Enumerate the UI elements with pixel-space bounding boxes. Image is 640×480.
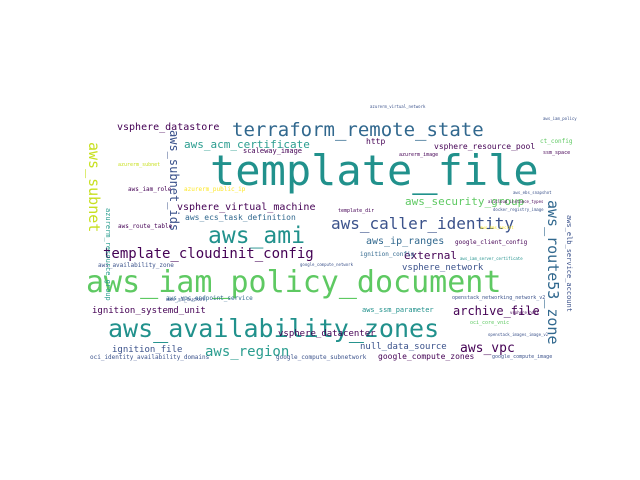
word-aws-availability-zones: aws_availability_zones — [108, 314, 440, 343]
word-aws-caller-identity: aws_caller_identity — [331, 214, 515, 233]
word-aws-kms-secret: aws_kms_secret — [480, 225, 514, 230]
word-google-compute-subnetwork: google_compute_subnetwork — [276, 354, 367, 361]
word-aws-elb-service-account: aws_elb_service_account — [565, 215, 573, 312]
word-azurerm-image: azurerm_image — [399, 152, 439, 158]
word-template-cloudinit-config: template_cloudinit_config — [103, 246, 314, 262]
word-azurerm-virtual-network: azurerm_virtual_network — [370, 104, 426, 109]
word-archive-file: archive_file — [453, 304, 540, 318]
word-aws-availability-zone: aws_availability_zone — [98, 262, 174, 269]
word-vsphere-network: vsphere_network — [402, 263, 484, 273]
word-aws-ssm-parameter: aws_ssm_parameter — [362, 306, 434, 314]
word-docker-registry-image: docker_registry_image — [493, 207, 544, 212]
word-aws-iam-policy-document: aws_iam_policy_document — [86, 265, 502, 300]
word-aws-iam-server-certificate: aws_iam_server_certificate — [460, 256, 523, 261]
word-google-client-config: google_client_config — [455, 239, 528, 246]
word-ignition-config: ignition_config — [360, 251, 415, 258]
word-ct-config: ct_config — [540, 138, 573, 145]
word-aws-vpc: aws_vpc — [460, 341, 515, 356]
word-http: http — [366, 137, 386, 146]
word-oci-identity-availability-domains: oci_identity_availability_domains — [90, 354, 210, 361]
word-openstack-images-image-v2: openstack_images_image_v2 — [488, 332, 549, 337]
word-aws-acm-certificate: aws_acm_certificate — [184, 138, 310, 151]
word-ssm-space: ssm_space — [543, 150, 571, 156]
word-oci-core-vnic: oci_core_vnic — [470, 320, 510, 326]
word-aws-s3-bucket: aws_s3_bucket — [166, 297, 206, 303]
word-aws-ami: aws_ami — [208, 223, 305, 249]
word-template-file: template_file — [210, 146, 539, 195]
word-alicloud-instance-types: alicloud_instance_types — [488, 199, 544, 204]
word-ignition-systemd-unit: ignition_systemd_unit — [92, 306, 206, 316]
word-null-data-source: null_data_source — [360, 342, 447, 352]
word-aws-security-group: aws_security_group — [405, 195, 525, 208]
word-vsphere-datacenter: vsphere_datacenter — [278, 329, 376, 339]
word-external: external — [404, 249, 457, 262]
word-openstack-networking-network-v2: openstack_networking_network_v2 — [452, 295, 546, 301]
word-scaleway-image: scaleway_image — [243, 147, 303, 155]
word-azurerm-resource-group: azurerm_resource_group — [104, 208, 112, 301]
word-aws-ip-ranges: aws_ip_ranges — [366, 236, 445, 247]
word-google-compute-zones: google_compute_zones — [378, 352, 475, 361]
word-vsphere-virtual-machine: vsphere_virtual_machine — [177, 202, 316, 213]
word-google-compute-image: google_compute_image — [492, 354, 553, 360]
word-azurerm-subnet: azurerm_subnet — [118, 162, 161, 168]
word-aws-subnet: aws_subnet — [85, 142, 103, 233]
word-terraform-remote-state: terraform_remote_state — [232, 119, 484, 141]
word-aws-region: aws_region — [205, 344, 290, 360]
word-aws-iam-policy: aws_iam_policy — [543, 116, 577, 121]
word-template-dir: template_dir — [338, 208, 375, 214]
word-aws-route53-zone: aws_route53_zone — [544, 200, 562, 345]
word-vsphere-host: vsphere_host — [510, 310, 539, 315]
word-aws-ecs-task-definition: aws_ecs_task_definition — [185, 213, 296, 222]
word-aws-subnet-ids: aws_subnet_ids — [167, 130, 181, 232]
word-aws-route-table: aws_route_table — [118, 223, 173, 230]
word-aws-iam-role: aws_iam_role — [128, 186, 172, 193]
word-aws-ebs-snapshot: aws_ebs_snapshot — [513, 190, 552, 195]
word-ignition-file: ignition_file — [112, 345, 183, 355]
word-google-compute-network: google_compute_network — [300, 262, 353, 267]
word-vsphere-resource-pool: vsphere_resource_pool — [434, 142, 536, 151]
word-azurerm-public-ip: azurerm_public_ip — [184, 186, 246, 193]
word-vsphere-datastore: vsphere_datastore — [117, 122, 220, 133]
word-aws-vpc-endpoint-service: aws_vpc_endpoint_service — [166, 295, 253, 302]
